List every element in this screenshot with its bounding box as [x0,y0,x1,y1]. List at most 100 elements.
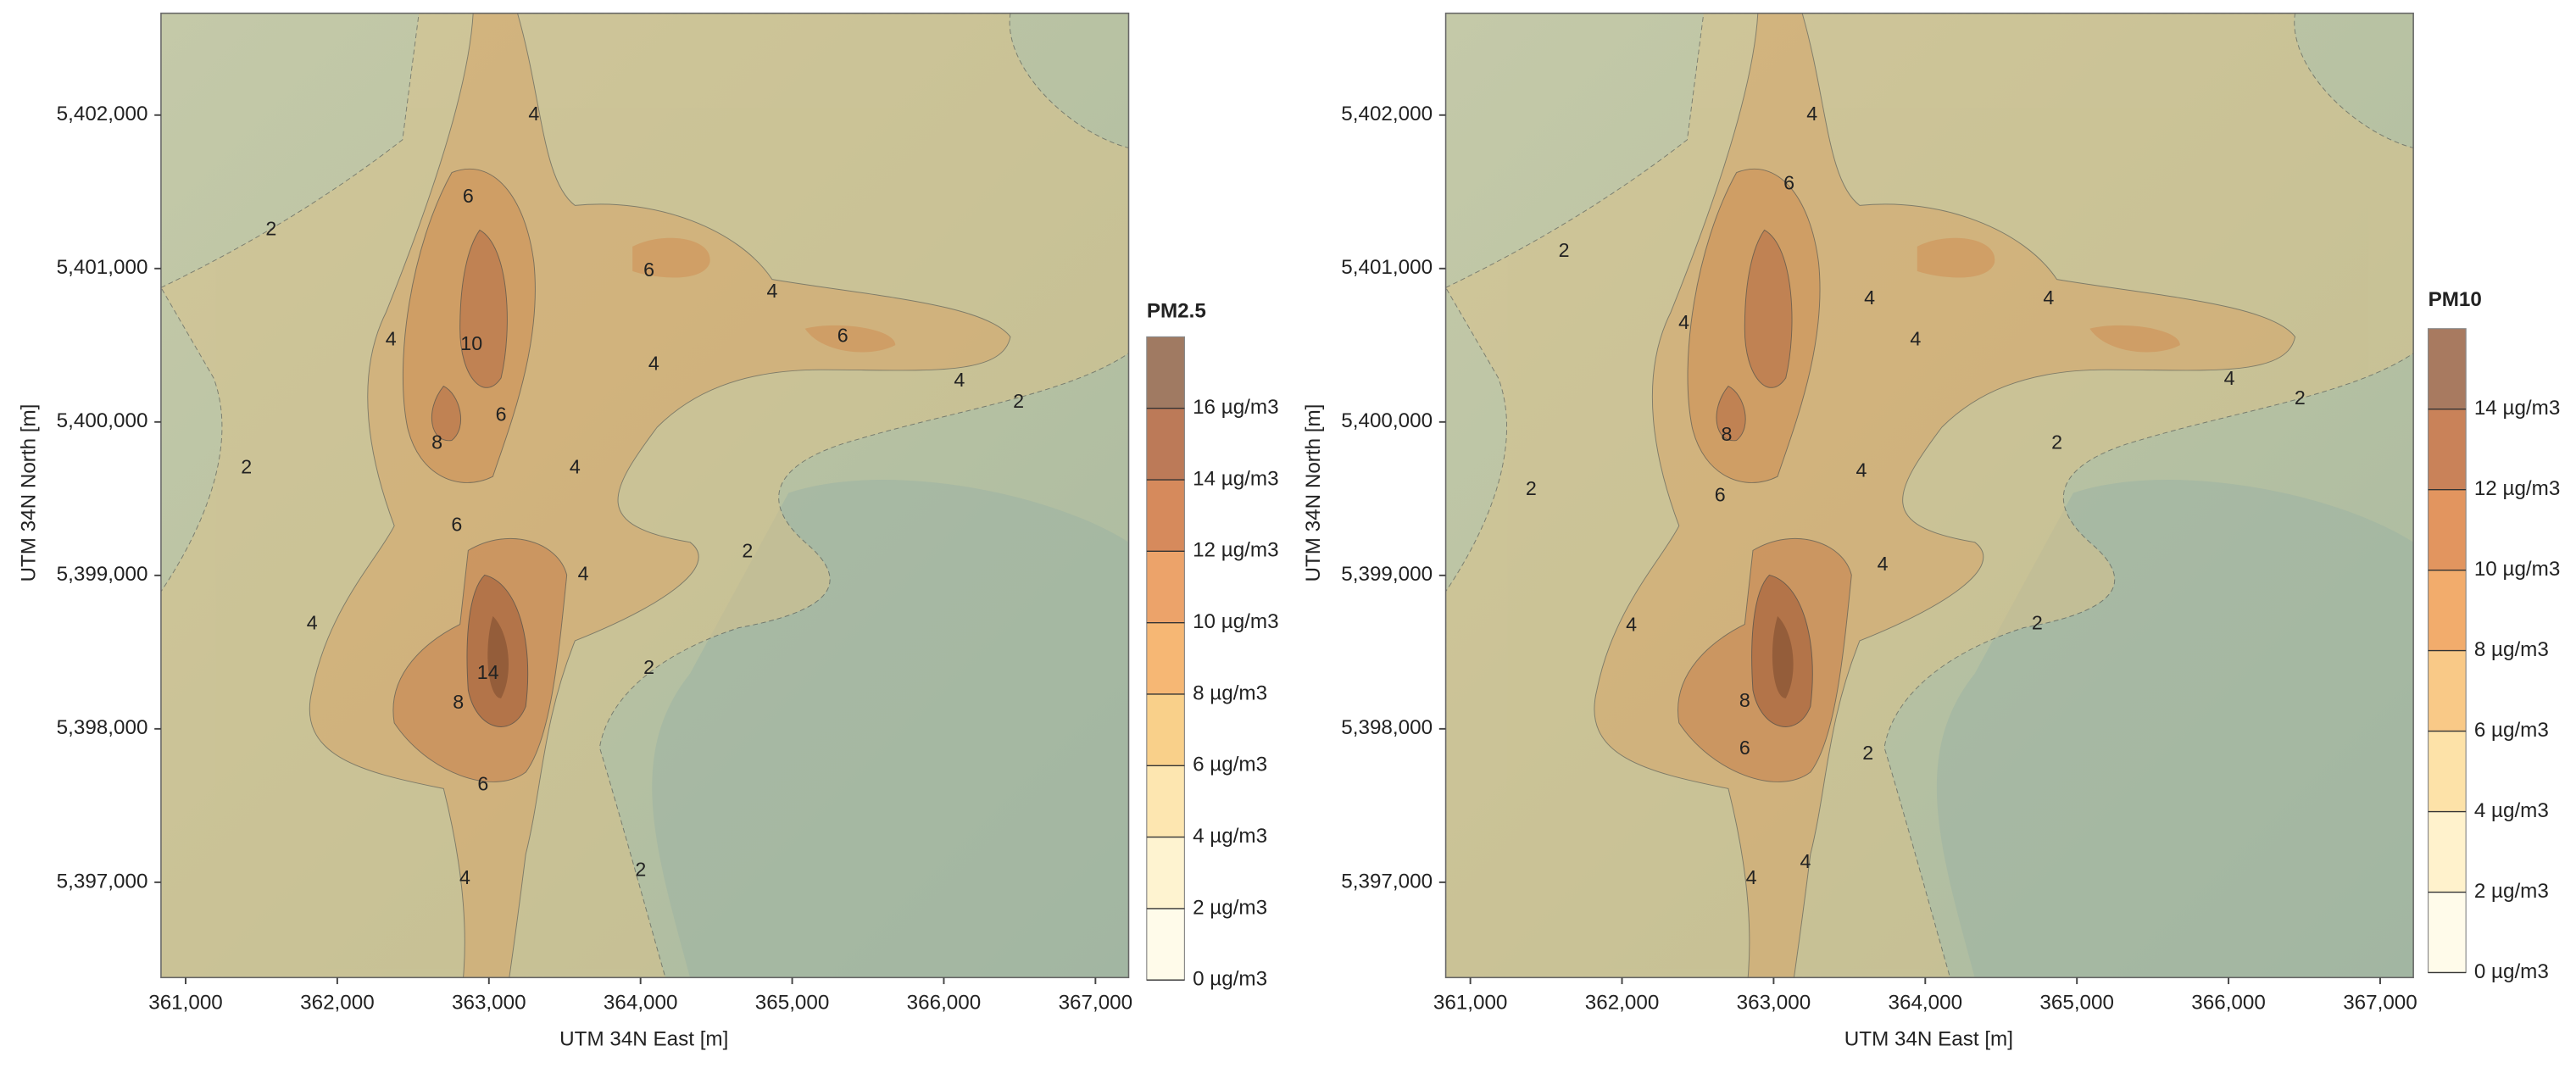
legend-label: 4 µg/m3 [1193,825,1267,848]
x-tick-label: 363,000 [1737,992,1811,1015]
y-tick-label: 5,397,000 [57,870,148,893]
contour-label: 4 [307,612,318,634]
legend-label: 4 µg/m3 [2474,799,2549,822]
legend-swatch [2428,892,2467,973]
y-tick-label: 5,401,000 [1341,256,1433,279]
contour-label: 8 [1722,423,1733,445]
x-tick-label: 366,000 [2191,992,2266,1015]
contour-label: 4 [1800,850,1811,872]
legend-swatch [2428,489,2467,570]
contour-label: 2 [1013,390,1024,412]
contour-label: 4 [954,369,965,391]
contour-label: 4 [1855,459,1867,481]
legend-label: 6 µg/m3 [2474,719,2549,742]
x-tick-label: 367,000 [1059,992,1133,1015]
legend-label: 16 µg/m3 [1193,396,1278,419]
x-tick-label: 365,000 [755,992,830,1015]
map-panel [1444,12,2414,979]
legend-swatch [2428,328,2467,409]
x-tick-label: 365,000 [2039,992,2114,1015]
x-tick-label: 361,000 [148,992,223,1015]
legend-label: 2 µg/m3 [1193,896,1267,919]
legend-swatch [1146,408,1185,481]
y-tick-label: 5,401,000 [57,256,148,279]
legend-swatch [2428,731,2467,812]
legend-label: 0 µg/m3 [1193,968,1267,991]
legend-label: 0 µg/m3 [2474,960,2549,983]
contour-label: 4 [1626,614,1637,636]
y-axis-title: UTM 34N North [m] [1302,404,1325,582]
contour-label: 6 [496,403,507,426]
y-axis-title: UTM 34N North [m] [17,404,40,582]
contour-label: 8 [1739,689,1750,711]
contour-label: 2 [2051,431,2062,453]
contour-label: 2 [742,539,753,561]
contour-label: 2 [265,218,276,240]
x-tick-label: 362,000 [1585,992,1660,1015]
legend-swatch [2428,570,2467,651]
y-tick-label: 5,402,000 [57,103,148,125]
legend-swatch [1146,837,1185,909]
x-tick-label: 364,000 [1889,992,1963,1015]
contour-label: 6 [1783,171,1794,193]
contour-label: 6 [477,773,488,795]
contour-label: 2 [2295,387,2306,409]
legend-label: 10 µg/m3 [2474,558,2560,581]
legend-swatch [1146,693,1185,766]
x-tick-label: 367,000 [2343,992,2417,1015]
contour-label: 2 [2032,612,2043,634]
legend-label: 6 µg/m3 [1193,754,1267,776]
y-tick-label: 5,399,000 [57,563,148,586]
legend-label: 8 µg/m3 [1193,681,1267,704]
contour-label: 4 [1746,866,1757,888]
y-tick-label: 5,399,000 [1341,563,1433,586]
contour-label: 2 [1862,742,1873,764]
y-tick-label: 5,398,000 [57,716,148,739]
contour-label: 6 [643,259,654,281]
contour-label: 4 [1678,311,1689,333]
map-panel [160,12,1130,979]
legend-swatch [2428,409,2467,490]
contour-label: 8 [453,691,464,713]
x-tick-label: 362,000 [300,992,375,1015]
legend-label: 8 µg/m3 [2474,638,2549,661]
x-tick-label: 361,000 [1433,992,1508,1015]
contour-label: 4 [1910,327,1921,349]
contour-label: 4 [528,103,539,125]
legend-swatch [1146,908,1185,981]
contour-label: 4 [1864,286,1875,309]
legend-swatch [2428,811,2467,893]
legend-label: 14 µg/m3 [1193,467,1278,490]
contour-label: 2 [241,456,252,478]
contour-label: 4 [1806,103,1817,125]
contour-label: 6 [463,185,474,207]
contour-label: 4 [2043,286,2054,309]
contour-label: 4 [766,280,777,302]
legend-label: 2 µg/m3 [2474,880,2549,903]
legend-swatch [1146,480,1185,552]
legend-label: 12 µg/m3 [2474,477,2560,500]
y-tick-label: 5,402,000 [1341,103,1433,125]
x-axis-title: UTM 34N East [m] [559,1027,728,1050]
legend-label: 14 µg/m3 [2474,397,2560,420]
legend-swatch [1146,622,1185,694]
legend-swatch [1146,337,1185,409]
legend-swatch [1146,765,1185,837]
contour-label: 6 [1715,484,1726,506]
contour-label: 2 [1526,477,1537,499]
y-tick-label: 5,397,000 [1341,870,1433,893]
contour-label: 10 [460,332,482,354]
y-tick-label: 5,398,000 [1341,716,1433,739]
x-axis-title: UTM 34N East [m] [1844,1027,2013,1050]
contour-label: 4 [648,353,659,375]
contour-label: 4 [578,563,589,585]
legend-label: 10 µg/m3 [1193,610,1278,633]
contour-label: 4 [570,456,581,478]
contour-label: 4 [386,327,397,349]
x-tick-label: 364,000 [604,992,678,1015]
contour-label: 2 [643,656,654,678]
contour-label: 4 [2224,367,2235,389]
legend-title: PM2.5 [1147,300,1206,323]
